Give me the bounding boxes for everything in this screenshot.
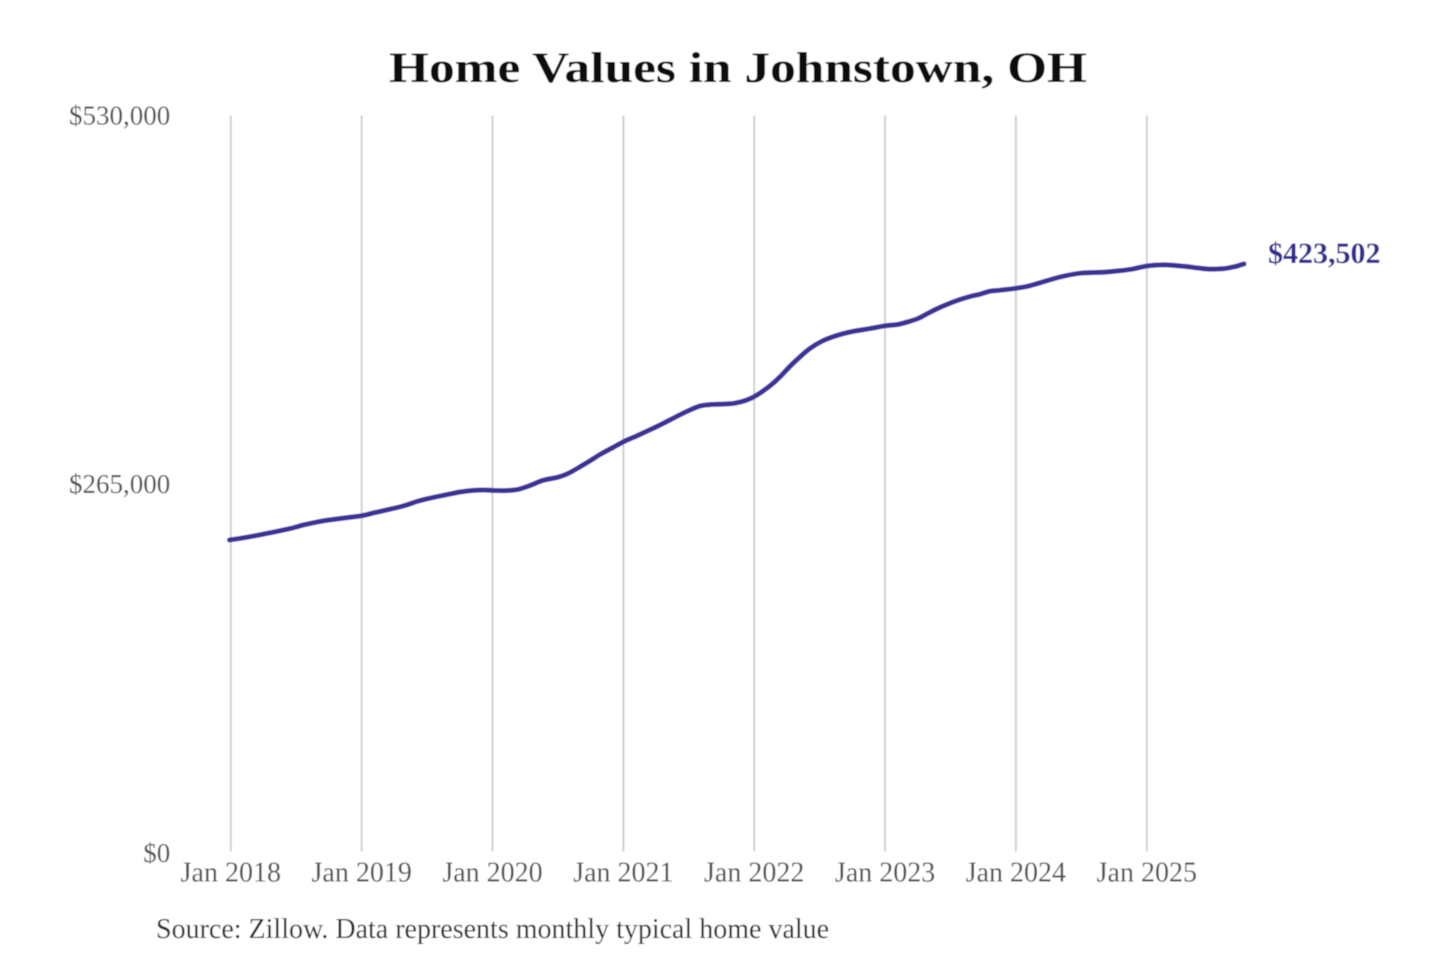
svg-text:$0: $0 xyxy=(143,838,170,868)
svg-text:Jan 2020: Jan 2020 xyxy=(442,858,542,889)
svg-text:Jan 2023: Jan 2023 xyxy=(835,858,935,889)
svg-text:$530,000: $530,000 xyxy=(69,101,170,131)
svg-text:Jan 2019: Jan 2019 xyxy=(312,858,412,889)
svg-text:Jan 2024: Jan 2024 xyxy=(966,858,1066,889)
svg-text:$423,502: $423,502 xyxy=(1268,237,1381,270)
svg-text:$265,000: $265,000 xyxy=(69,469,170,499)
svg-text:Jan 2021: Jan 2021 xyxy=(573,858,673,889)
svg-text:Source: Zillow. Data represent: Source: Zillow. Data represents monthly … xyxy=(156,914,829,945)
svg-text:Jan 2022: Jan 2022 xyxy=(704,858,804,889)
svg-text:Jan 2018: Jan 2018 xyxy=(181,858,281,889)
svg-text:Jan 2025: Jan 2025 xyxy=(1097,858,1197,889)
svg-text:Home Values in Johnstown, OH: Home Values in Johnstown, OH xyxy=(389,44,1087,92)
